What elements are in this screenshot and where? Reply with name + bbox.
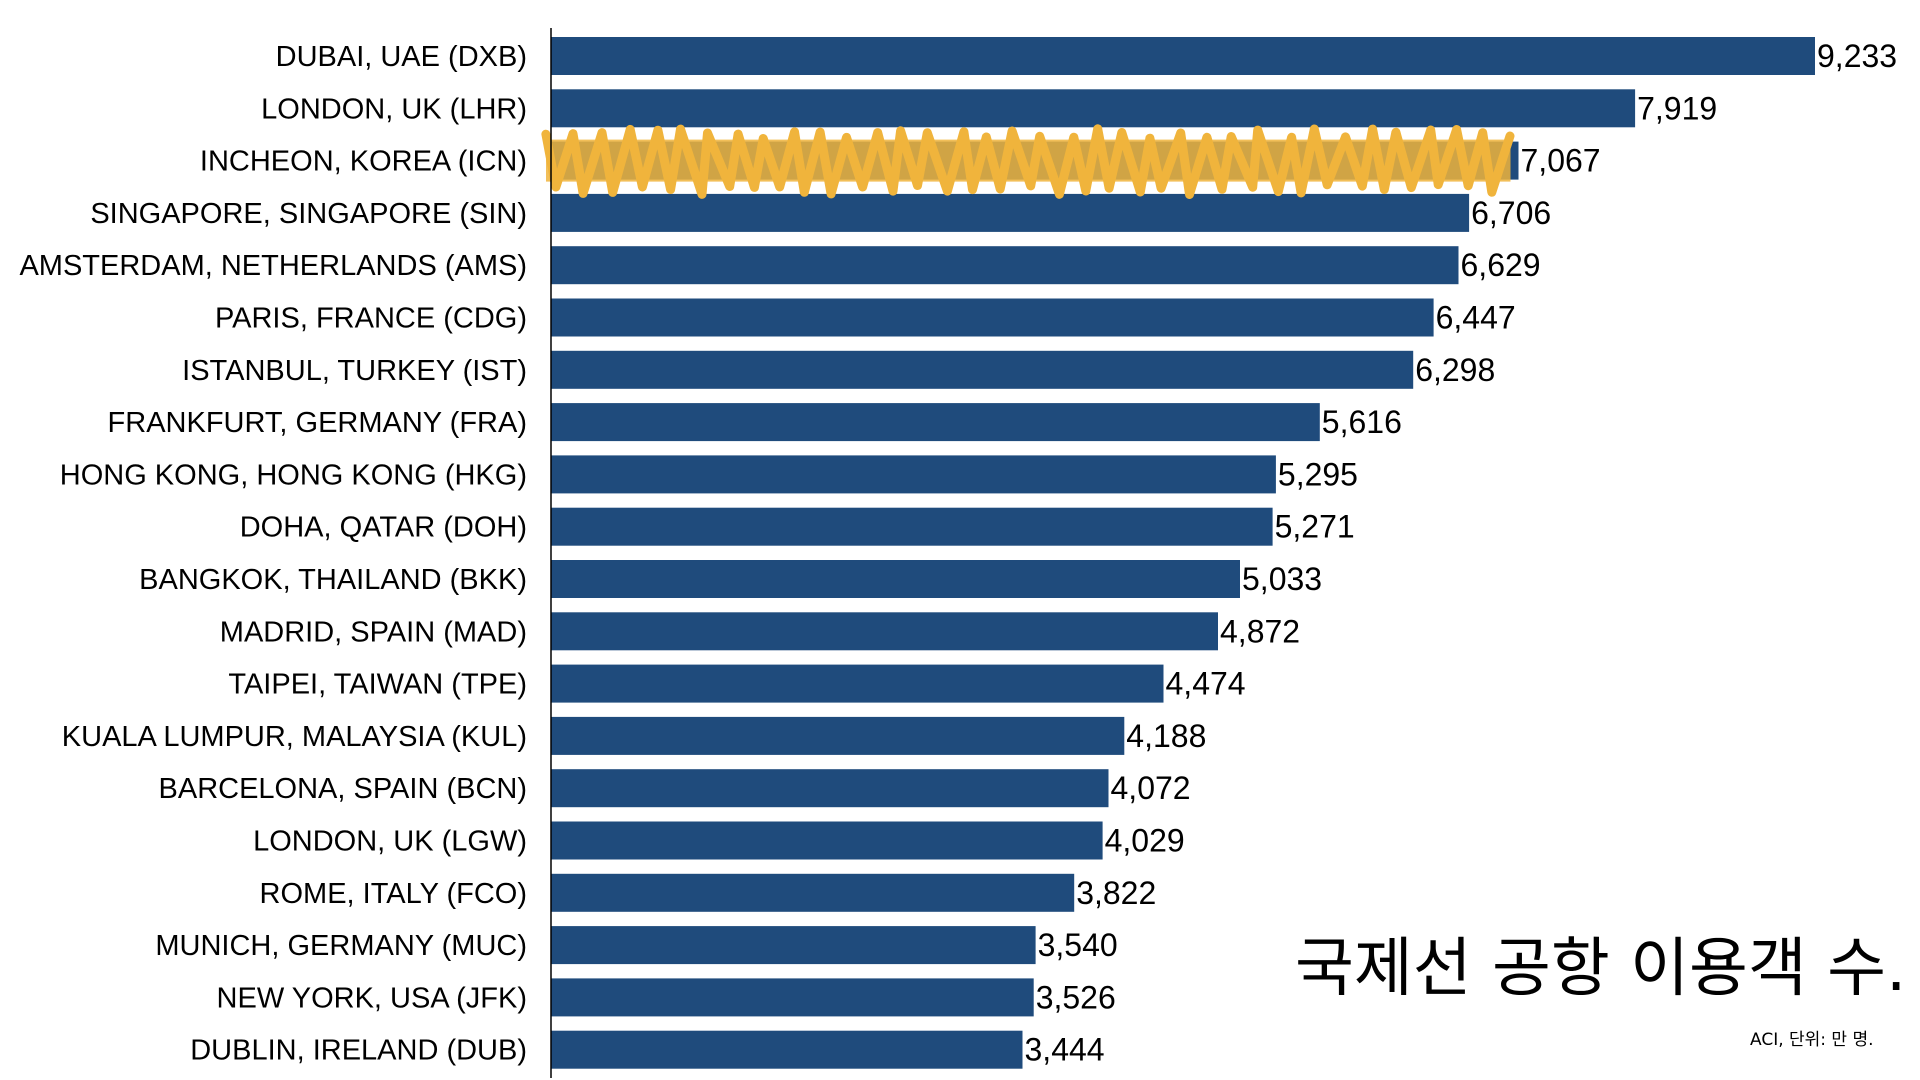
bar [551, 403, 1320, 442]
bar [551, 560, 1240, 598]
bar [551, 1030, 1023, 1069]
category-label: LONDON, UK (LGW) [253, 826, 527, 858]
bar [551, 246, 1459, 285]
category-label: PARIS, FRANCE (CDG) [215, 303, 527, 335]
bar [551, 978, 1034, 1017]
value-label: 3,526 [1036, 979, 1116, 1015]
bar [551, 298, 1434, 337]
chart-title: 국제선 공항 이용객 수. [1295, 932, 1906, 1006]
value-label: 9,233 [1817, 38, 1897, 74]
highlight-scribble-stroke [541, 124, 1515, 199]
value-label: 4,188 [1126, 718, 1206, 754]
value-label: 3,444 [1025, 1032, 1105, 1068]
value-label: 7,919 [1637, 90, 1717, 126]
value-label: 4,474 [1166, 666, 1246, 702]
category-label: BARCELONA, SPAIN (BCN) [159, 773, 527, 805]
bar [551, 37, 1815, 75]
bar [551, 716, 1125, 755]
category-label: LONDON, UK (LHR) [261, 93, 527, 125]
value-label: 4,872 [1220, 613, 1300, 649]
category-label: MADRID, SPAIN (MAD) [220, 616, 527, 648]
bar [551, 507, 1273, 546]
value-label: 4,029 [1105, 823, 1185, 859]
category-label: ISTANBUL, TURKEY (IST) [182, 355, 527, 387]
value-label: 5,616 [1322, 404, 1402, 440]
category-label: ROME, ITALY (FCO) [260, 878, 527, 910]
value-label: 5,033 [1242, 561, 1322, 597]
highlight-scribble-layer [541, 124, 1515, 199]
category-label: SINGAPORE, SINGAPORE (SIN) [90, 198, 527, 230]
category-label: KUALA LUMPUR, MALAYSIA (KUL) [62, 721, 527, 753]
category-label: MUNICH, GERMANY (MUC) [155, 930, 527, 962]
category-label: FRANKFURT, GERMANY (FRA) [108, 407, 527, 439]
value-label: 6,629 [1461, 247, 1541, 283]
bar [551, 350, 1414, 389]
category-label: NEW YORK, USA (JFK) [217, 982, 527, 1014]
bars-layer [551, 37, 1815, 1069]
source-note: ACI, 단위: 만 명. [1750, 1030, 1874, 1050]
category-label: INCHEON, KOREA (ICN) [200, 146, 527, 178]
bar [551, 193, 1470, 232]
labels-layer: DUBAI, UAE (DXB) 9,233 LONDON, UK (LHR) 7,9… [19, 38, 1897, 1068]
bar [551, 664, 1164, 703]
bar [551, 455, 1276, 494]
bar [551, 873, 1075, 912]
bar [551, 821, 1103, 860]
value-label: 6,706 [1471, 195, 1551, 231]
category-label: DOHA, QATAR (DOH) [240, 512, 527, 544]
category-label: HONG KONG, HONG KONG (HKG) [60, 459, 527, 491]
value-label: 5,271 [1275, 509, 1355, 545]
bar [551, 89, 1636, 128]
bar [551, 612, 1218, 651]
category-label: DUBAI, UAE (DXB) [276, 41, 527, 73]
category-label: DUBLIN, IRELAND (DUB) [190, 1035, 527, 1067]
value-label: 7,067 [1521, 143, 1601, 179]
value-label: 3,822 [1076, 875, 1156, 911]
value-label: 5,295 [1278, 456, 1358, 492]
value-label: 3,540 [1038, 927, 1118, 963]
category-label: TAIPEI, TAIWAN (TPE) [228, 669, 527, 701]
category-label: AMSTERDAM, NETHERLANDS (AMS) [19, 250, 527, 282]
value-label: 6,298 [1415, 352, 1495, 388]
category-label: BANGKOK, THAILAND (BKK) [139, 564, 527, 596]
value-label: 4,072 [1111, 770, 1191, 806]
bar [551, 926, 1036, 965]
bar [551, 769, 1109, 808]
value-label: 6,447 [1436, 300, 1516, 336]
